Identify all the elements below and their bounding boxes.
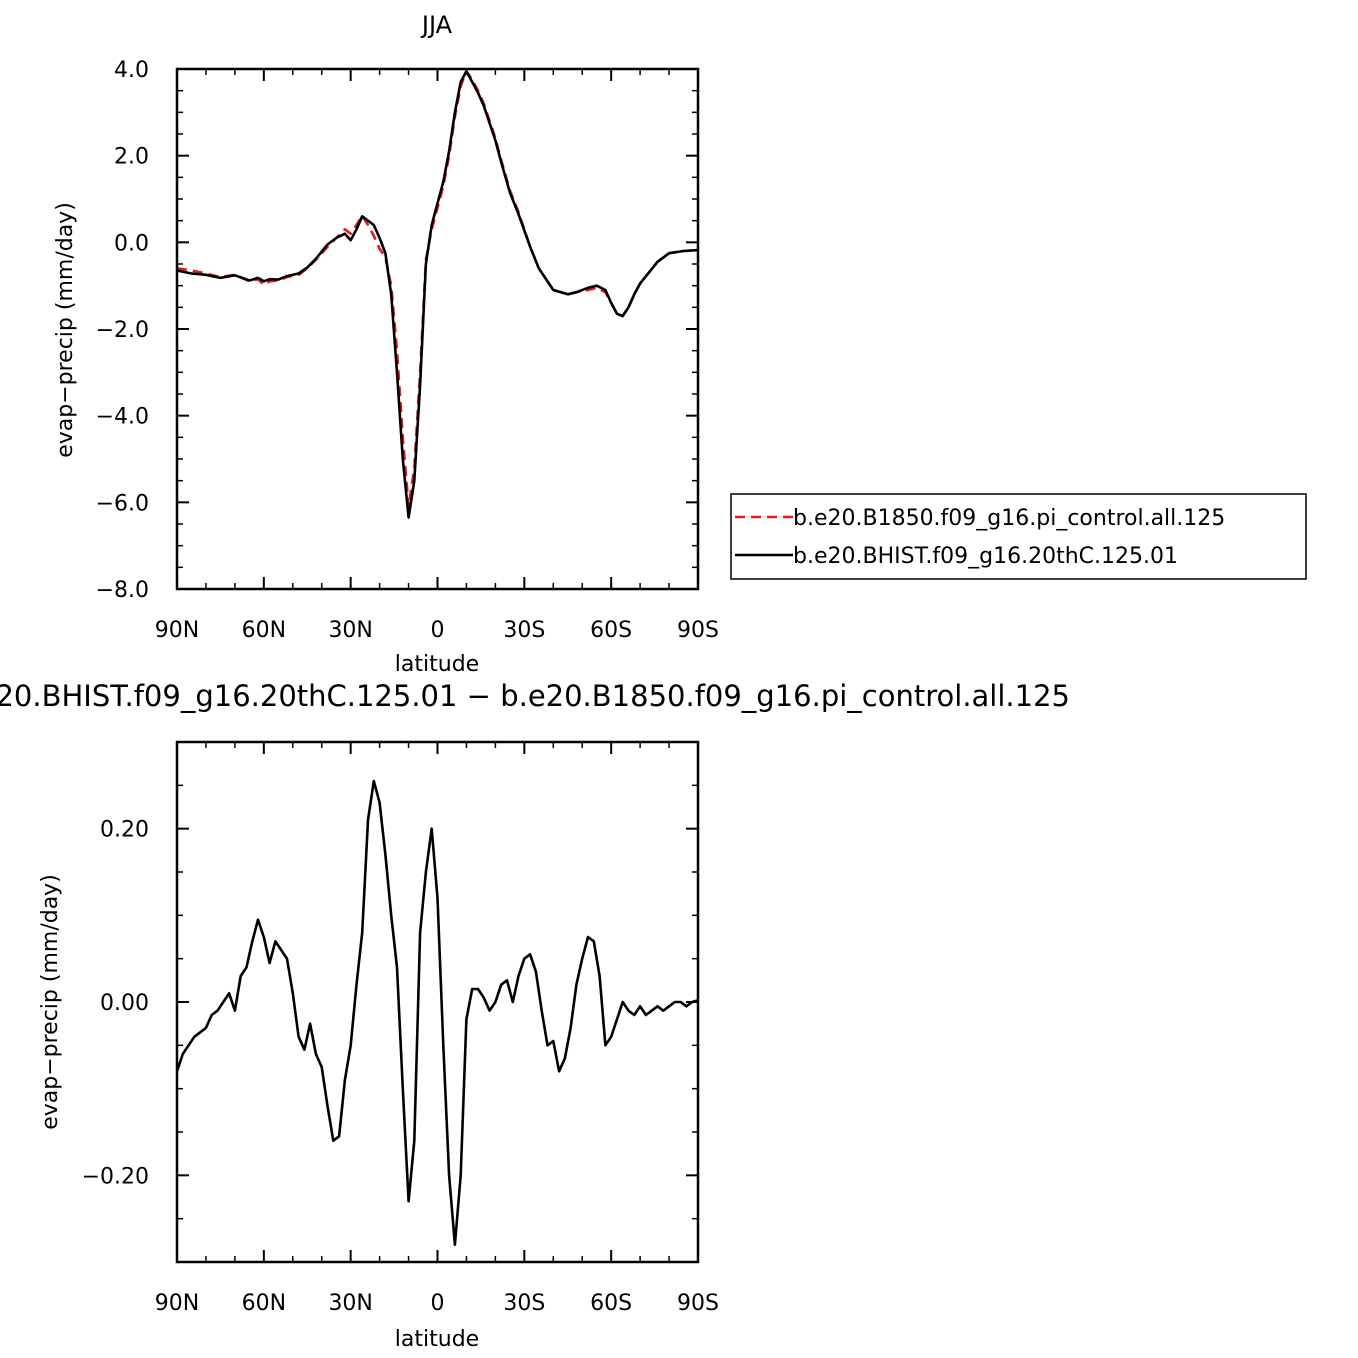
- chart-top-title: JJA: [420, 11, 453, 39]
- chart-bottom: b.e20.BHIST.f09_g16.20thC.125.01 − b.e20…: [0, 679, 1070, 1352]
- series-line-2: [176, 69, 699, 519]
- x-tick-label: 0: [431, 1291, 445, 1316]
- series-line-1: [175, 779, 699, 1246]
- y-tick-label: 0.20: [100, 818, 149, 843]
- legend-label-series-1: b.e20.B1850.f09_g16.pi_control.all.125: [793, 506, 1225, 531]
- chart-bottom-title: b.e20.BHIST.f09_g16.20thC.125.01 − b.e20…: [0, 679, 1070, 713]
- y-tick-label: 0.00: [100, 991, 149, 1016]
- x-tick-label: 90S: [677, 618, 719, 643]
- chart-top-ticks: 90N 60N 30N 0 30S 60S 90S −8.0 −6.0 −4.0 −2.0 0.0 2.…: [96, 58, 719, 643]
- chart-top-plot-frame: [175, 67, 700, 591]
- y-tick-label: 0.0: [114, 231, 149, 256]
- x-tick-label: 30S: [503, 618, 545, 643]
- chart-bottom-plot-frame: [175, 740, 700, 1264]
- x-tick-label: 90N: [155, 1291, 199, 1316]
- chart-top-legend: b.e20.B1850.f09_g16.pi_control.all.125 b…: [730, 493, 1307, 580]
- y-tick-label: −4.0: [96, 405, 149, 430]
- chart-top: JJA evap−precip (mm/day) latitude 90N 60N…: [53, 11, 1307, 677]
- chart-top-y-axis-label: evap−precip (mm/day): [53, 202, 78, 458]
- x-tick-label: 60S: [590, 618, 632, 643]
- y-tick-label: −8.0: [96, 578, 149, 603]
- chart-top-x-axis-label: latitude: [395, 652, 479, 677]
- x-tick-label: 30N: [328, 1291, 372, 1316]
- x-tick-label: 60N: [242, 1291, 286, 1316]
- x-tick-label: 90N: [155, 618, 199, 643]
- x-tick-label: 60S: [590, 1291, 632, 1316]
- x-tick-label: 0: [431, 618, 445, 643]
- legend-label-series-2: b.e20.BHIST.f09_g16.20thC.125.01: [793, 544, 1178, 569]
- chart-bottom-x-axis-label: latitude: [395, 1327, 479, 1352]
- legend-box: [730, 493, 1307, 580]
- y-tick-label: −0.20: [82, 1164, 149, 1189]
- x-tick-label: 30N: [328, 618, 372, 643]
- chart-top-series: [176, 69, 699, 519]
- y-tick-label: 4.0: [114, 58, 149, 83]
- chart-bottom-series: [175, 779, 699, 1246]
- x-tick-label: 90S: [677, 1291, 719, 1316]
- y-tick-label: −6.0: [96, 491, 149, 516]
- x-tick-label: 60N: [242, 618, 286, 643]
- series-line-1: [176, 69, 699, 508]
- chart-bottom-y-axis-label: evap−precip (mm/day): [38, 874, 63, 1130]
- y-tick-label: 2.0: [114, 145, 149, 170]
- x-tick-label: 30S: [503, 1291, 545, 1316]
- y-tick-label: −2.0: [96, 318, 149, 343]
